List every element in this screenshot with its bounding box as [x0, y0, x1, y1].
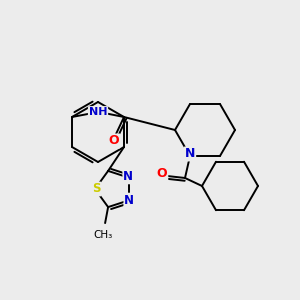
- Text: NH: NH: [89, 107, 107, 117]
- Text: O: O: [109, 134, 119, 148]
- Text: N: N: [123, 170, 134, 183]
- Text: N: N: [124, 194, 134, 207]
- Text: S: S: [92, 182, 100, 196]
- Text: CH₃: CH₃: [94, 230, 113, 240]
- Text: N: N: [185, 148, 195, 160]
- Text: O: O: [157, 167, 167, 181]
